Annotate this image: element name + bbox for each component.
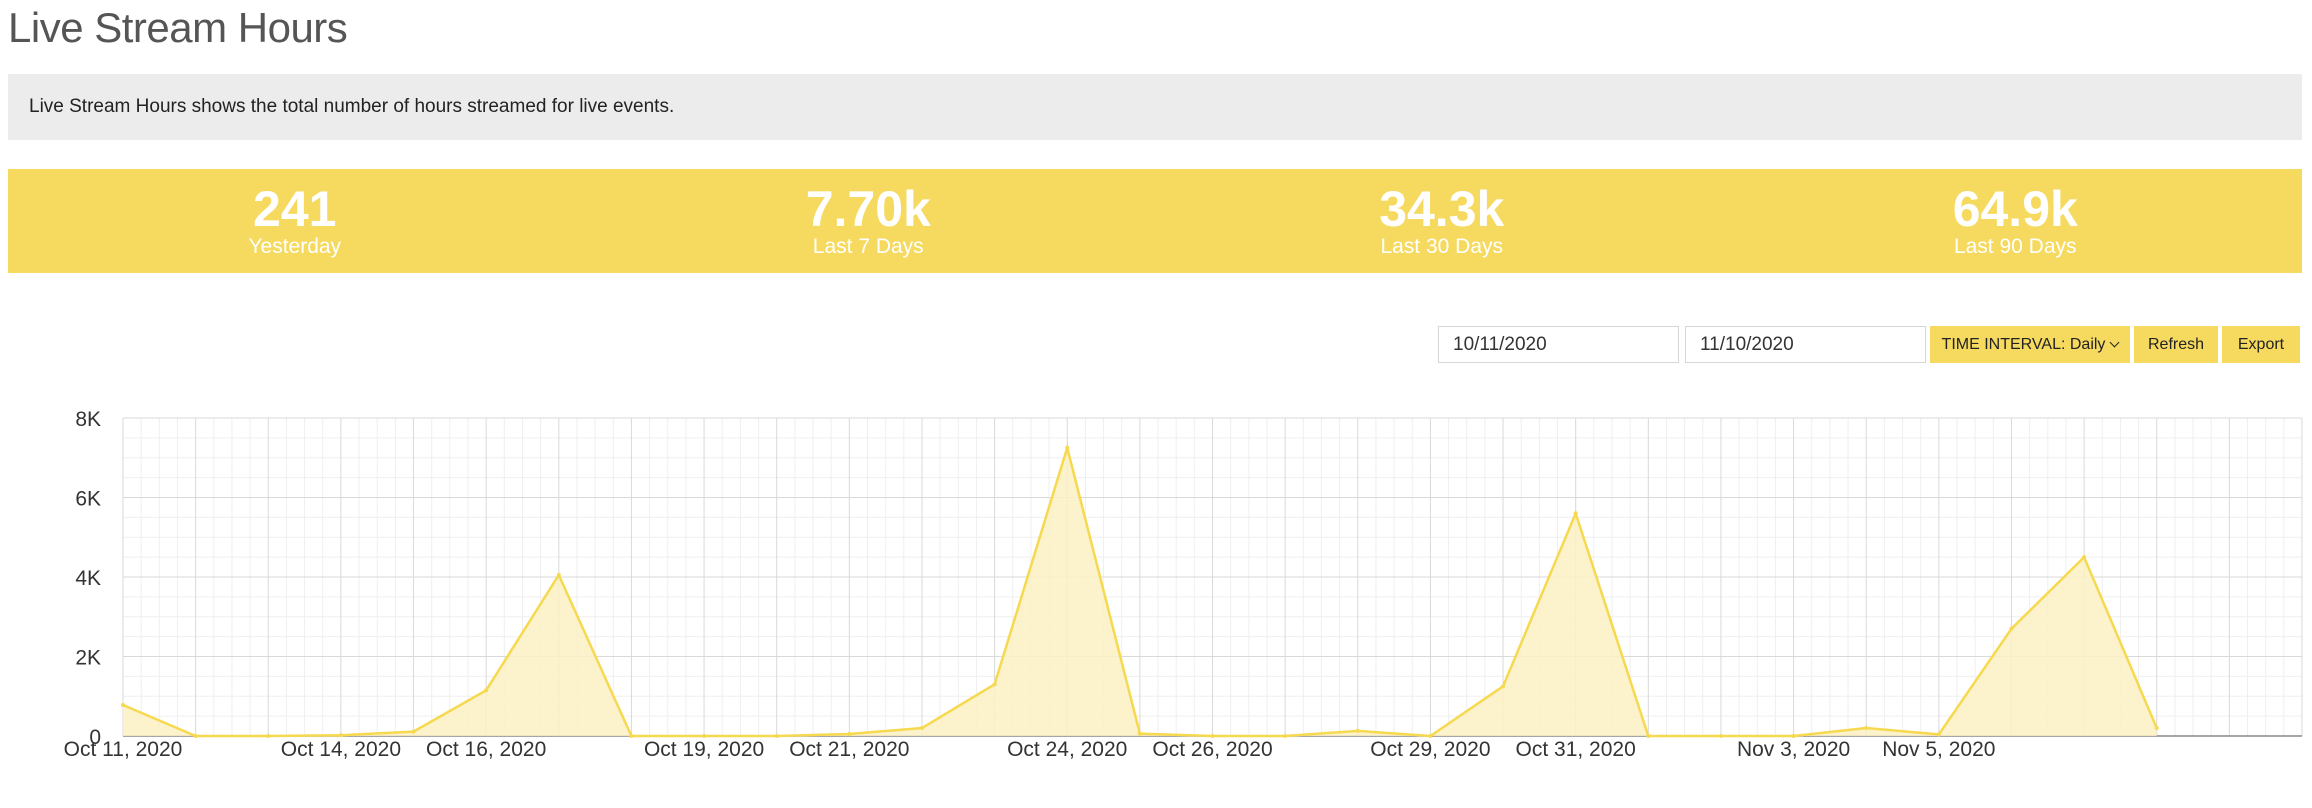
- data-point: [2154, 726, 2159, 731]
- start-date-input[interactable]: [1438, 326, 1679, 363]
- data-point: [193, 734, 198, 738]
- x-tick-label: Oct 19, 2020: [644, 738, 764, 761]
- data-point: [1646, 734, 1651, 738]
- data-point: [629, 734, 634, 738]
- stat-value: 34.3k: [1379, 181, 1505, 237]
- data-point: [411, 729, 416, 734]
- stat-last-7-days: 7.70k Last 7 Days: [582, 169, 1156, 273]
- refresh-button[interactable]: Refresh: [2134, 326, 2218, 363]
- data-point: [338, 733, 343, 738]
- x-tick-label: Nov 3, 2020: [1737, 738, 1850, 761]
- x-tick-label: Oct 11, 2020: [64, 738, 183, 761]
- data-point: [2009, 626, 2014, 631]
- time-interval-label: TIME INTERVAL: Daily: [1941, 335, 2106, 353]
- data-point: [1283, 734, 1288, 738]
- x-tick-label: Oct 21, 2020: [789, 738, 909, 761]
- page-title: Live Stream Hours: [8, 4, 348, 51]
- x-tick-label: Oct 29, 2020: [1370, 738, 1490, 761]
- data-point: [1864, 726, 1869, 731]
- stat-label: Last 90 Days: [1953, 235, 2077, 258]
- data-point: [1137, 731, 1142, 736]
- data-point: [1718, 734, 1723, 738]
- y-tick-label: 2K: [75, 647, 101, 670]
- stat-value: 241: [253, 181, 337, 237]
- data-point: [1355, 728, 1360, 733]
- data-point: [1428, 734, 1433, 738]
- data-point: [774, 734, 779, 738]
- stat-last-90-days: 64.9k Last 90 Days: [1729, 169, 2303, 273]
- data-point: [1065, 445, 1070, 450]
- end-date-input[interactable]: [1685, 326, 1926, 363]
- data-point: [1210, 734, 1215, 738]
- data-point: [702, 734, 707, 738]
- data-point: [1573, 511, 1578, 516]
- x-tick-label: Oct 31, 2020: [1516, 738, 1636, 761]
- y-tick-label: 4K: [75, 567, 101, 590]
- data-point: [1501, 684, 1506, 689]
- export-button[interactable]: Export: [2222, 326, 2300, 363]
- data-point: [556, 573, 561, 578]
- x-tick-label: Nov 5, 2020: [1882, 738, 1995, 761]
- data-point: [121, 702, 125, 707]
- chevron-down-icon: [2109, 337, 2120, 348]
- data-point: [847, 732, 852, 737]
- x-tick-label: Oct 14, 2020: [281, 738, 401, 761]
- description-box: Live Stream Hours shows the total number…: [8, 74, 2302, 140]
- x-tick-label: Oct 26, 2020: [1152, 738, 1272, 761]
- data-point: [919, 726, 924, 731]
- y-tick-label: 0: [89, 726, 101, 749]
- stats-bar: 241 Yesterday 7.70k Last 7 Days 34.3k La…: [8, 169, 2302, 273]
- data-point: [992, 682, 997, 687]
- stat-value: 64.9k: [1952, 181, 2078, 237]
- y-tick-label: 6K: [75, 488, 101, 511]
- x-tick-label: Oct 16, 2020: [426, 738, 546, 761]
- x-tick-label: Oct 24, 2020: [1007, 738, 1127, 761]
- data-point: [484, 688, 489, 693]
- data-point: [1791, 734, 1796, 738]
- stat-last-30-days: 34.3k Last 30 Days: [1155, 169, 1729, 273]
- stat-yesterday: 241 Yesterday: [8, 169, 582, 273]
- data-point: [1936, 732, 1941, 737]
- data-point: [266, 734, 271, 738]
- export-label: Export: [2237, 335, 2285, 353]
- data-point: [2082, 555, 2087, 560]
- stat-label: Yesterday: [248, 235, 342, 258]
- stat-label: Last 7 Days: [812, 235, 924, 258]
- time-interval-dropdown[interactable]: TIME INTERVAL: Daily: [1930, 326, 2130, 363]
- refresh-label: Refresh: [2147, 335, 2205, 353]
- description-text: Live Stream Hours shows the total number…: [29, 96, 675, 117]
- y-tick-label: 8K: [75, 408, 101, 431]
- stat-label: Last 30 Days: [1380, 235, 1504, 258]
- live-stream-hours-chart: 0 2K 4K 6K 8K Oct 11, 2020 Oct 14, 2020 Oct 16,…: [64, 408, 2303, 761]
- stat-value: 7.70k: [805, 181, 931, 237]
